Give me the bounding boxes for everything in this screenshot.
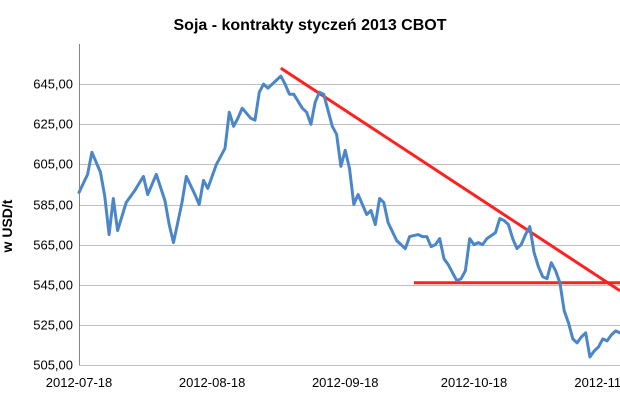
y-tick-label: 645,00 [33, 77, 73, 92]
y-tick-label: 565,00 [33, 238, 73, 253]
x-tick-label: 2012-07-18 [46, 375, 113, 390]
price-series-line [77, 74, 620, 359]
x-tick-label: 2012-11-18 [574, 375, 620, 390]
x-tick-label: 2012-08-18 [179, 375, 246, 390]
chart-title: Soja - kontrakty styczeń 2013 CBOT [174, 17, 447, 34]
y-tick-label: 585,00 [33, 198, 73, 213]
y-tick-label: 625,00 [33, 117, 73, 132]
series-layer [77, 74, 620, 359]
y-tick-label: 505,00 [33, 358, 73, 373]
y-tick-label: 525,00 [33, 318, 73, 333]
y-tick-label: 545,00 [33, 278, 73, 293]
x-tick-label: 2012-10-18 [441, 375, 508, 390]
x-tick-label: 2012-09-18 [312, 375, 379, 390]
annotation-lines [279, 66, 620, 293]
y-tick-label: 605,00 [33, 157, 73, 172]
y-axis-ticks: 505,00 525,00 545,00 565,00 585,00 605,00 625,… [33, 77, 73, 373]
downtrend-line [279, 66, 620, 293]
y-axis-title: w USD/t [0, 199, 15, 253]
x-axis-ticks: 2012-07-18 2012-08-18 2012-09-18 2012-10-18… [46, 375, 620, 390]
